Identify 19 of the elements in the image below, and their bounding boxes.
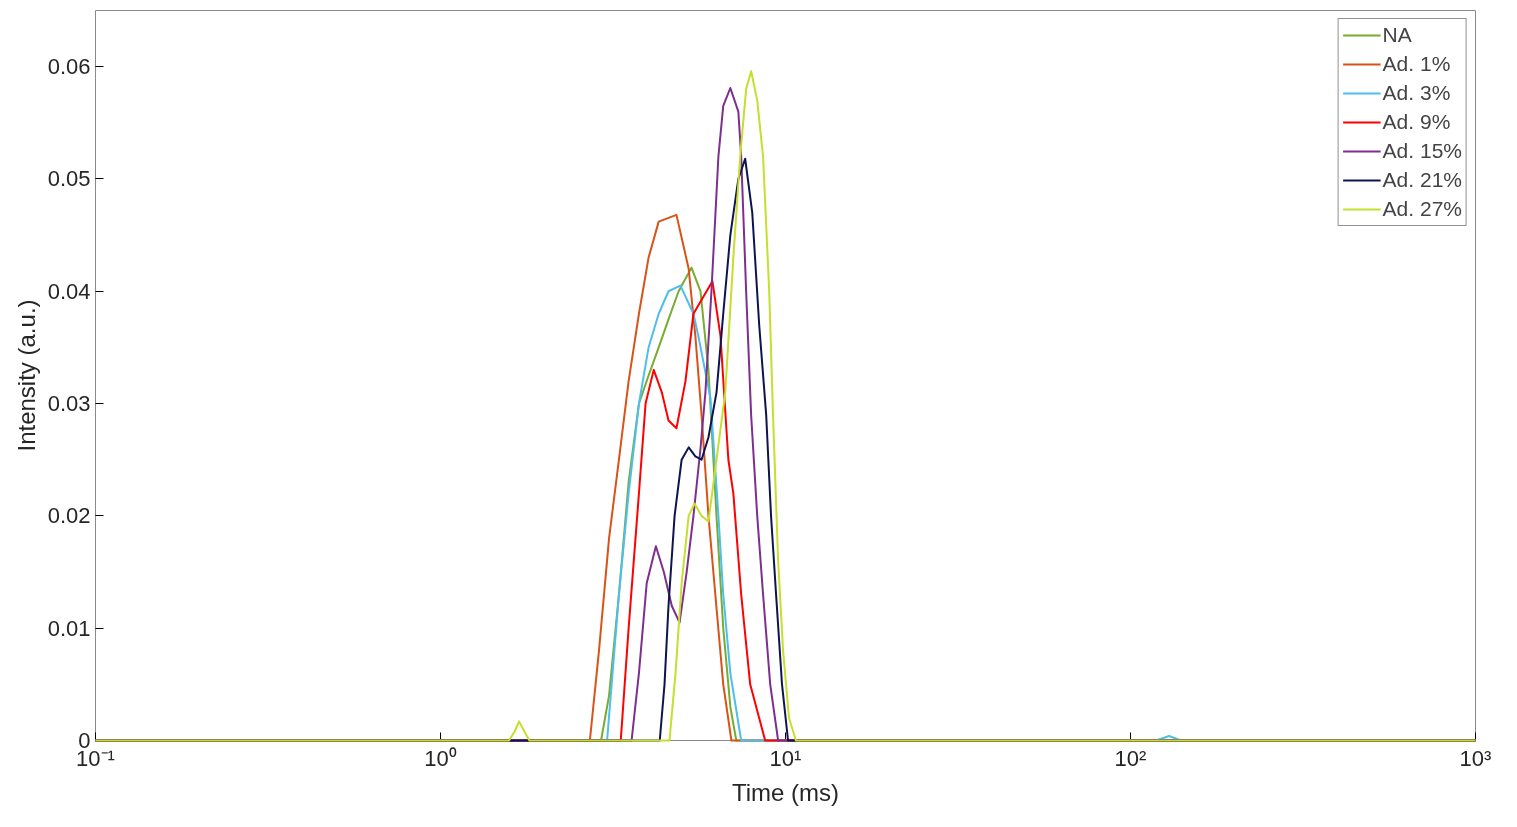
y-tick-label: 0.02 bbox=[47, 503, 91, 529]
legend-label: NA bbox=[1382, 23, 1412, 47]
legend-label: Ad. 21% bbox=[1382, 168, 1462, 192]
legend-label: Ad. 3% bbox=[1382, 81, 1451, 105]
y-tick-label: 0.04 bbox=[47, 278, 91, 304]
legend-label: Ad. 27% bbox=[1382, 197, 1462, 221]
y-tick-label: 0.01 bbox=[47, 615, 91, 641]
x-tick-label: 10¹ bbox=[769, 745, 802, 771]
x-tick-label: 10³ bbox=[1459, 745, 1492, 771]
legend-label: Ad. 9% bbox=[1382, 110, 1451, 134]
x-tick-label: 10⁰ bbox=[424, 745, 457, 771]
y-tick-label: 0.06 bbox=[47, 54, 91, 80]
legend-label: Ad. 1% bbox=[1382, 52, 1451, 76]
y-tick-label: 0.05 bbox=[47, 166, 91, 192]
y-axis-title: Intensity (a.u.) bbox=[12, 299, 40, 452]
y-tick-label: 0.03 bbox=[47, 391, 91, 417]
x-tick-label: 10² bbox=[1114, 745, 1147, 771]
legend-label: Ad. 15% bbox=[1382, 139, 1462, 163]
x-axis-title: Time (ms) bbox=[731, 778, 840, 806]
